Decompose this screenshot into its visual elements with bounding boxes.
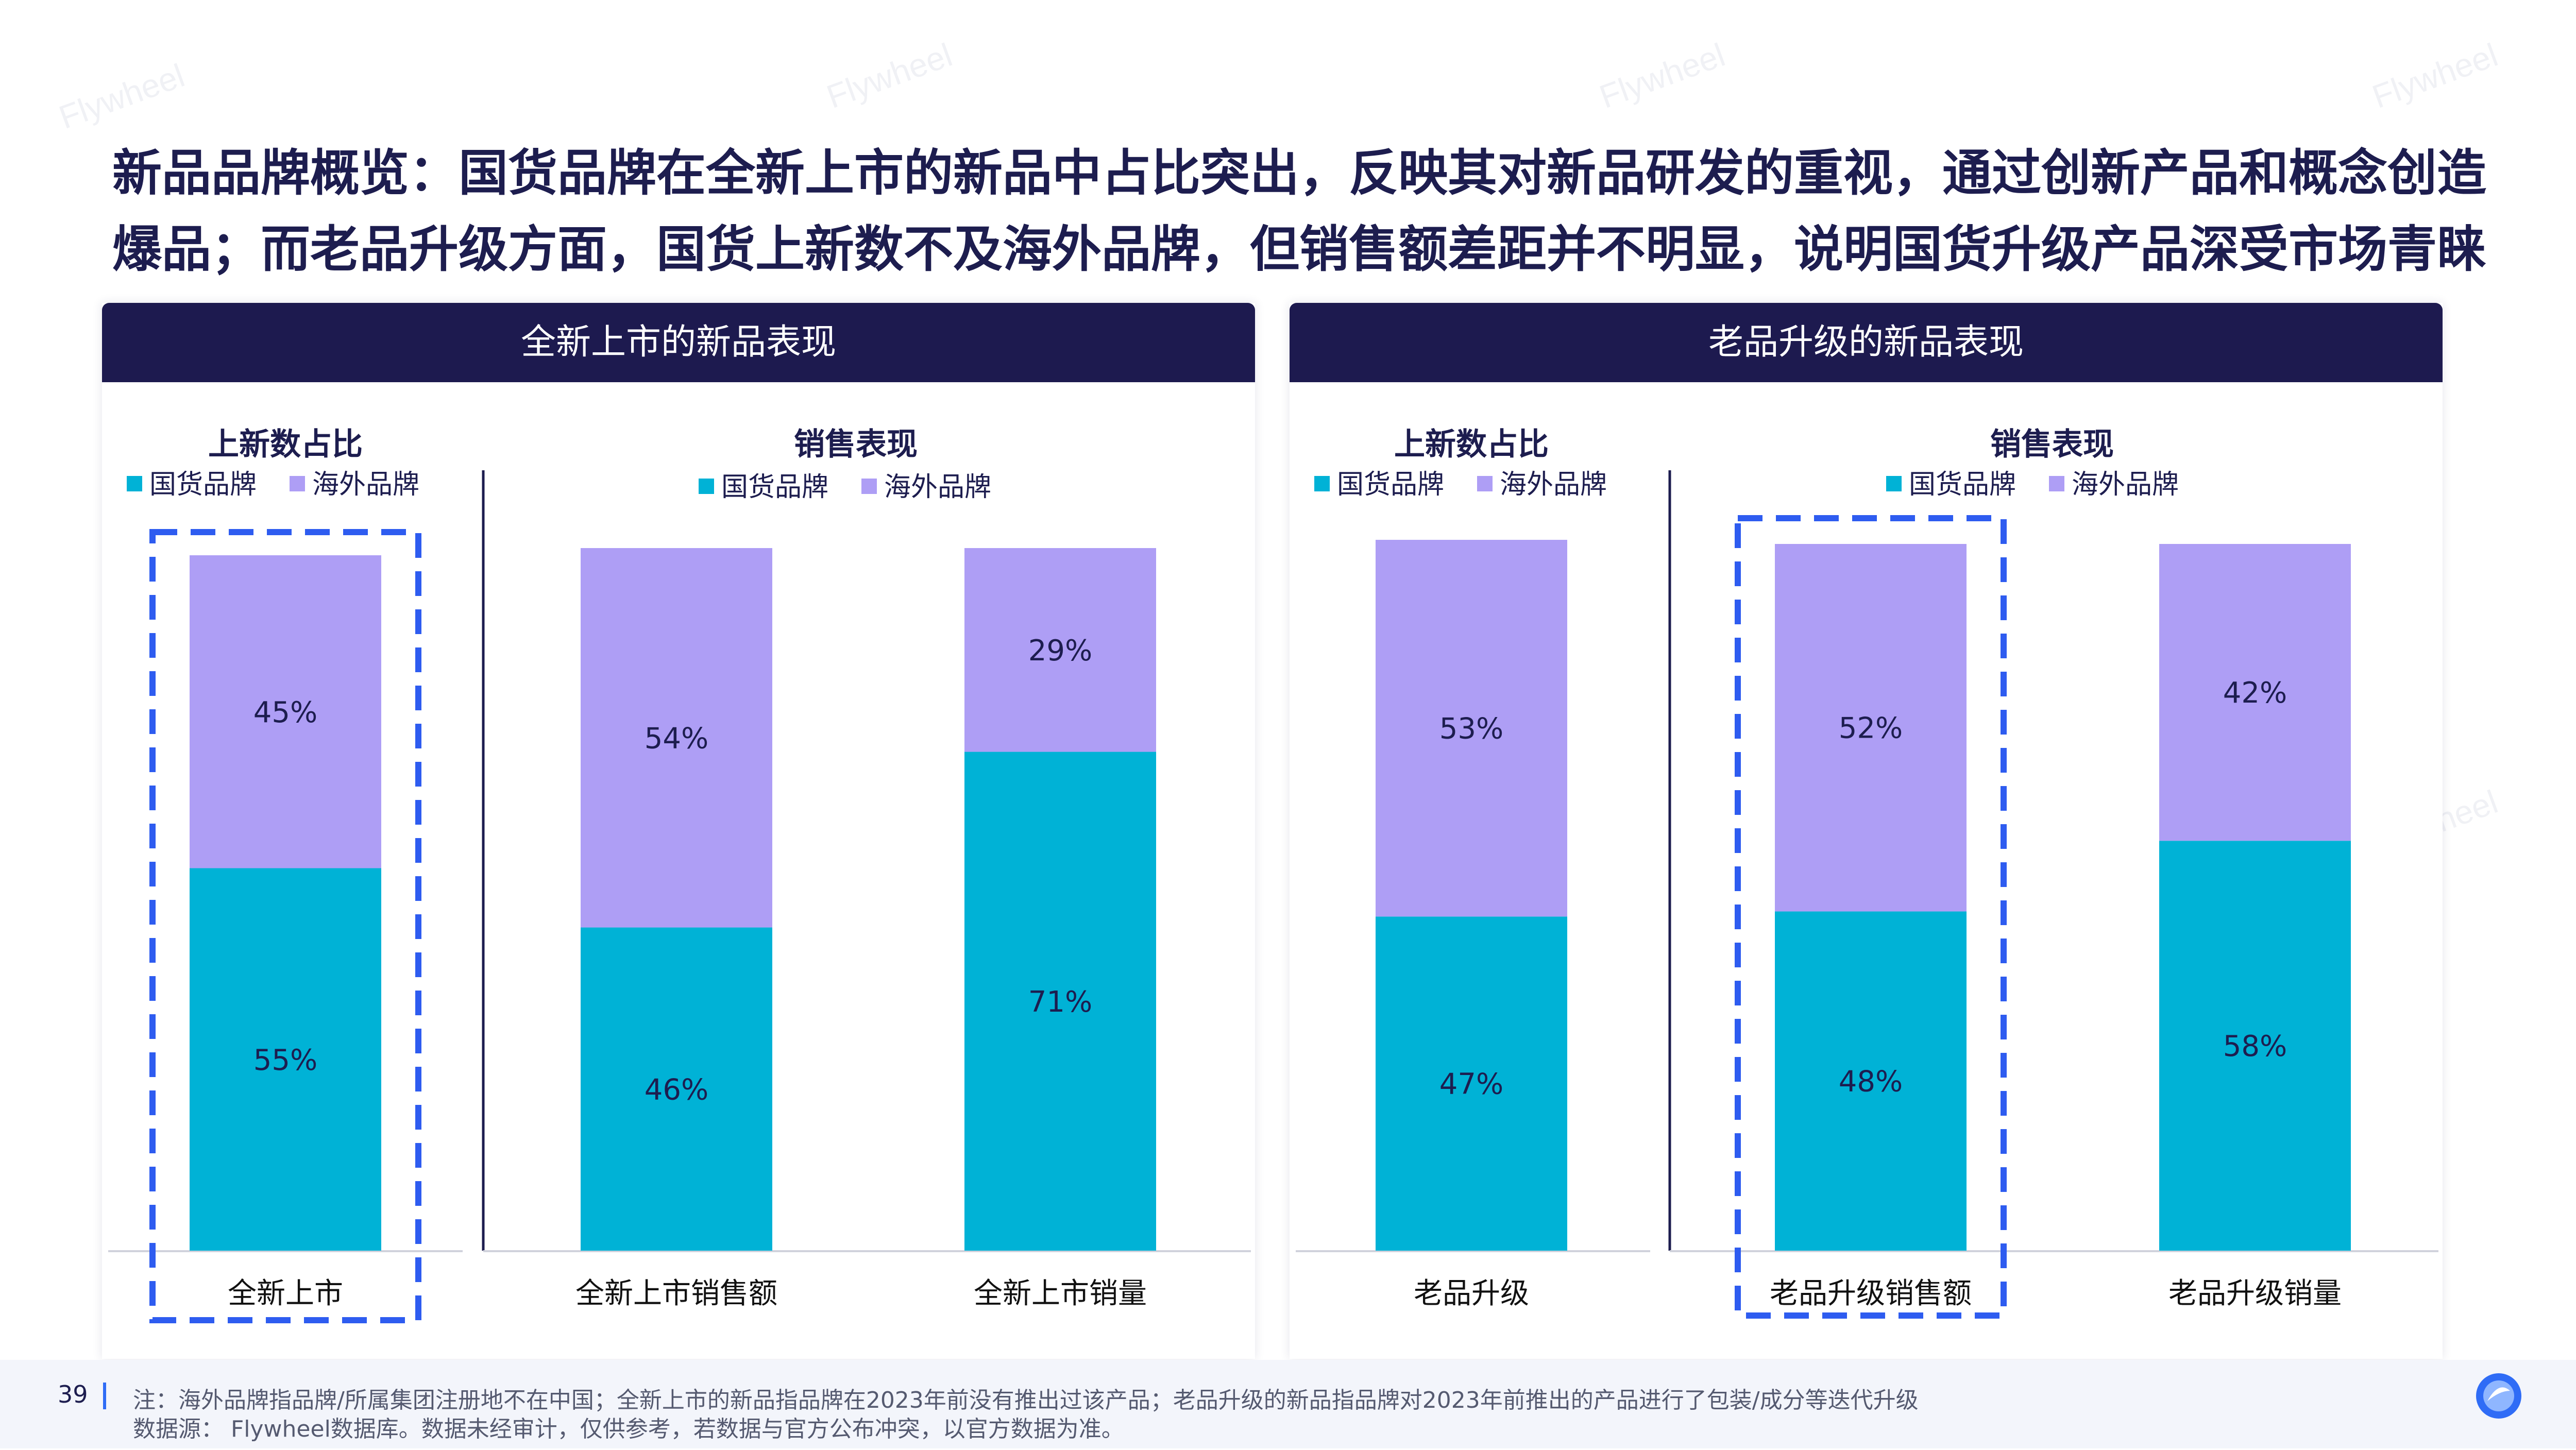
- category-label: 全新上市销售额: [575, 1277, 777, 1310]
- chart-subtitle: 上新数占比: [208, 427, 363, 463]
- legend-label: 国货品牌: [1909, 469, 2016, 500]
- footnote: 注：海外品牌指品牌/所属集团注册地不在中国；全新上市的新品指品牌在2023年前没…: [133, 1387, 1919, 1413]
- data-label: 48%: [1839, 1065, 1903, 1099]
- legend-label: 国货品牌: [1337, 469, 1444, 500]
- highlight-box: [1735, 515, 2007, 1319]
- bar-overseas: [190, 555, 381, 868]
- data-label: 42%: [2223, 676, 2287, 710]
- watermark: Flywheel: [2367, 36, 2503, 116]
- footer: [0, 1360, 2576, 1448]
- headline-line-1: 新品品牌概览：国货品牌在全新上市的新品中占比突出，反映其对新品研发的重视，通过创…: [112, 144, 2486, 202]
- page-number-divider: [103, 1383, 106, 1409]
- legend-label: 海外品牌: [312, 469, 419, 500]
- watermark: Flywheel: [1595, 36, 1730, 116]
- legend-swatch: [1477, 476, 1493, 491]
- legend-label: 国货品牌: [721, 472, 828, 503]
- bar-overseas: [964, 548, 1156, 752]
- bar-overseas: [581, 548, 772, 928]
- bar-domestic: [190, 868, 381, 1251]
- category-label: 老品升级销售额: [1770, 1277, 1972, 1310]
- data-label: 53%: [1439, 712, 1503, 746]
- flywheel-logo-icon: [2476, 1373, 2521, 1419]
- category-label: 全新上市销量: [974, 1277, 1147, 1310]
- legend-swatch: [861, 479, 877, 494]
- data-label: 71%: [1028, 985, 1092, 1019]
- chart-subtitle: 上新数占比: [1394, 427, 1549, 463]
- watermark: Flywheel: [54, 56, 190, 137]
- legend-label: 海外品牌: [1500, 469, 1607, 500]
- data-label: 45%: [253, 696, 317, 729]
- headline-line-2: 爆品；而老品升级方面，国货上新数不及海外品牌，但销售额差距并不明显，说明国货升级…: [112, 220, 2486, 278]
- data-label: 47%: [1439, 1068, 1503, 1101]
- legend-swatch: [127, 476, 142, 491]
- legend-swatch: [1314, 476, 1330, 491]
- legend-swatch: [699, 479, 714, 494]
- bar-overseas: [1376, 540, 1567, 917]
- legend-swatch: [2049, 476, 2064, 491]
- bar-overseas: [2159, 544, 2351, 841]
- data-label: 58%: [2223, 1030, 2287, 1063]
- bar-domestic: [1376, 916, 1567, 1251]
- panel-header: 老品升级的新品表现: [1290, 303, 2443, 382]
- legend-swatch: [1886, 476, 1902, 491]
- category-label: 全新上市: [228, 1277, 343, 1310]
- page-title: 新品品牌概览：国货品牌在全新上市的新品中占比突出，反映其对新品研发的重视，通过创…: [112, 135, 2534, 287]
- panel-upgrade: 老品升级的新品表现 上新数占比国货品牌 海外品牌 47% 53% 老品升级 销售表现国货品…: [1290, 303, 2443, 1359]
- highlight-box: [149, 529, 421, 1323]
- data-label: 55%: [253, 1044, 317, 1077]
- legend-label: 海外品牌: [884, 472, 991, 503]
- legend-swatch: [290, 476, 305, 491]
- bar-domestic: [581, 927, 772, 1251]
- bar-domestic: [1775, 911, 1967, 1251]
- chart-subtitle: 销售表现: [794, 427, 918, 463]
- page-number: 39: [58, 1380, 88, 1408]
- bar-overseas: [1775, 544, 1967, 912]
- panel-header: 全新上市的新品表现: [102, 303, 1255, 382]
- bar-domestic: [2159, 841, 2351, 1251]
- data-label: 46%: [645, 1073, 708, 1106]
- legend-label: 国货品牌: [149, 469, 257, 500]
- panel-new-launch: 全新上市的新品表现 上新数占比国货品牌 海外品牌 55% 45% 全新上市 销售表现国货品…: [102, 303, 1255, 1359]
- watermark: Flywheel: [822, 36, 957, 116]
- category-label: 老品升级销量: [2168, 1277, 2342, 1310]
- data-label: 54%: [645, 722, 708, 755]
- category-label: 老品升级: [1414, 1277, 1529, 1310]
- legend-label: 海外品牌: [2072, 469, 2179, 500]
- data-label: 52%: [1839, 712, 1903, 745]
- data-source: 数据源： Flywheel数据库。数据未经审计，仅供参考，若数据与官方公布冲突，…: [133, 1416, 1124, 1442]
- data-label: 29%: [1028, 634, 1092, 668]
- chart-subtitle: 销售表现: [1990, 427, 2114, 463]
- bar-domestic: [964, 752, 1156, 1251]
